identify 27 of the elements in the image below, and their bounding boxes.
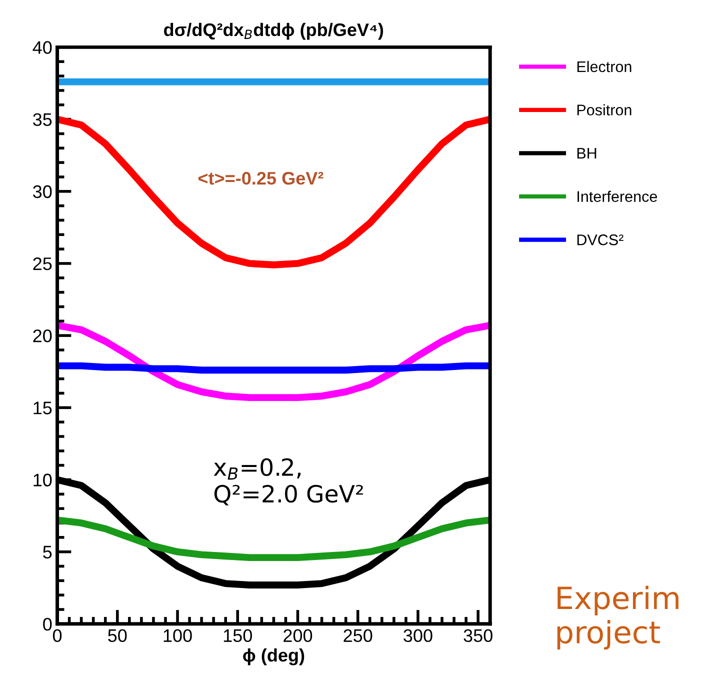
legend-label: DVCS² xyxy=(577,234,624,246)
legend-label: Interference xyxy=(578,190,658,202)
y-tick-label: 0 xyxy=(43,618,52,631)
x-tick-label: 350 xyxy=(464,629,492,642)
y-tick-label: 40 xyxy=(32,41,52,54)
y-tick-label: 30 xyxy=(33,185,52,198)
y-tick-label: 15 xyxy=(34,402,52,414)
annotation: <t>=-0.25 GeV² xyxy=(198,172,324,185)
x-tick-label: 200 xyxy=(284,629,312,642)
annotation: x$_{B}$=0.2, Q²=2.0 GeV² xyxy=(214,458,363,506)
chart-title: dσ/dQ²dx$_{B}$dtdϕ (pb/GeV⁴) xyxy=(164,22,384,40)
x-tick-label: 250 xyxy=(344,629,372,642)
y-tick-label: 20 xyxy=(33,329,52,342)
x-tick-label: 300 xyxy=(404,629,432,642)
legend-label: BH xyxy=(577,148,596,159)
legend-label: Positron xyxy=(577,104,632,116)
x-tick-label: 150 xyxy=(224,629,252,642)
y-tick-label: 35 xyxy=(33,113,52,126)
text: Experim project xyxy=(557,586,678,650)
x-axis-title: ϕ (deg) xyxy=(243,648,304,666)
y-tick-label: 5 xyxy=(43,546,52,559)
x-tick-label: 0 xyxy=(52,629,62,642)
y-tick-label: 25 xyxy=(33,257,52,270)
legend-label: Electron xyxy=(577,60,632,72)
x-tick-label: 100 xyxy=(164,629,192,642)
y-tick-label: 10 xyxy=(34,474,52,486)
x-tick-label: 50 xyxy=(108,629,127,642)
